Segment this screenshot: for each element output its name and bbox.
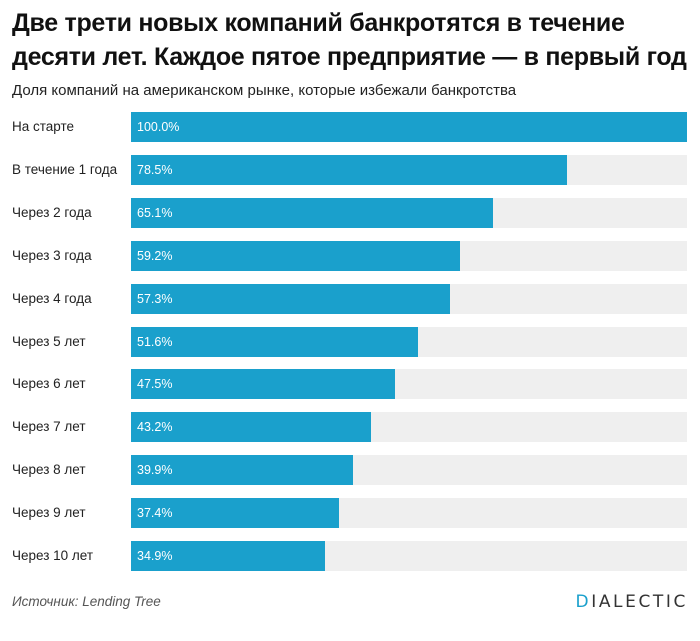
chart-title: Две трети новых компаний банкротятся в т… <box>12 9 687 71</box>
value-label: 47.5% <box>137 377 173 391</box>
bar-track: 43.2% <box>131 412 687 442</box>
bar <box>131 241 461 271</box>
value-label: 100.0% <box>137 120 180 134</box>
category-label: Через 5 лет <box>12 334 86 349</box>
bar <box>131 284 450 314</box>
bar <box>131 498 339 528</box>
bar-track: 39.9% <box>131 455 687 485</box>
bar-track: 65.1% <box>131 198 687 228</box>
bar-track: 78.5% <box>131 155 687 185</box>
bar-track: 59.2% <box>131 241 687 271</box>
brand-logo: DIALECTIC <box>575 592 688 612</box>
value-label: 57.3% <box>137 292 173 306</box>
category-label: Через 9 лет <box>12 505 86 520</box>
bar-row: Через 5 лет 51.6% <box>0 327 700 357</box>
chart-subtitle: Доля компаний на американском рынке, кот… <box>12 82 517 99</box>
category-label: Через 3 года <box>12 248 92 263</box>
bar <box>131 412 372 442</box>
value-label: 59.2% <box>137 249 173 263</box>
bar-row: В течение 1 года 78.5% <box>0 155 700 185</box>
bar <box>131 155 568 185</box>
bar <box>131 369 396 399</box>
bar-track: 37.4% <box>131 498 687 528</box>
value-label: 65.1% <box>137 206 173 220</box>
bar <box>131 198 493 228</box>
category-label: Через 6 лет <box>12 376 86 391</box>
category-label: Через 10 лет <box>12 548 94 563</box>
bar-row: Через 3 года 59.2% <box>0 241 700 271</box>
bar-track: 57.3% <box>131 284 687 314</box>
value-label: 34.9% <box>137 549 173 563</box>
bar <box>131 112 687 142</box>
bar-row: На старте 100.0% <box>0 112 700 142</box>
value-label: 37.4% <box>137 506 173 520</box>
bar-track: 34.9% <box>131 541 687 571</box>
bar <box>131 455 353 485</box>
bar-row: Через 4 года 57.3% <box>0 284 700 314</box>
bar-row: Через 6 лет 47.5% <box>0 369 700 399</box>
bar-row: Через 8 лет 39.9% <box>0 455 700 485</box>
value-label: 39.9% <box>137 463 173 477</box>
category-label: Через 2 года <box>12 205 92 220</box>
category-label: В течение 1 года <box>12 162 118 177</box>
bar-row: Через 7 лет 43.2% <box>0 412 700 442</box>
value-label: 51.6% <box>137 335 173 349</box>
bar <box>131 541 326 571</box>
bar <box>131 327 418 357</box>
bar-row: Через 2 года 65.1% <box>0 198 700 228</box>
bar-track: 47.5% <box>131 369 687 399</box>
category-label: Через 8 лет <box>12 462 86 477</box>
bar-track: 100.0% <box>131 112 687 142</box>
bar-row: Через 10 лет 34.9% <box>0 541 700 571</box>
value-label: 43.2% <box>137 420 173 434</box>
bar-track: 51.6% <box>131 327 687 357</box>
category-label: Через 7 лет <box>12 419 86 434</box>
bar-row: Через 9 лет 37.4% <box>0 498 700 528</box>
category-label: На старте <box>12 119 75 134</box>
category-label: Через 4 года <box>12 291 92 306</box>
source-note: Источник: Lending Tree <box>12 594 161 609</box>
value-label: 78.5% <box>137 163 173 177</box>
